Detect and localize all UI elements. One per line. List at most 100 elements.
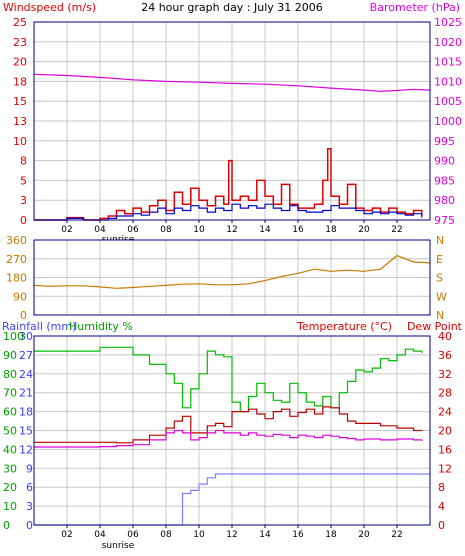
wind-panel-x-tick-label: 02: [61, 225, 72, 235]
temperature-tick-label: 28: [438, 387, 452, 400]
windspeed-tick-label: 3: [20, 194, 27, 207]
humidity-line: [34, 346, 423, 413]
humidity-tick-label: 50: [3, 425, 17, 438]
climate-panel-x-tick-label: 02: [61, 530, 72, 540]
temperature-tick-label: 36: [438, 349, 452, 362]
barometer-tick-label: 1015: [434, 56, 462, 69]
climate-panel-x-tick-label: 12: [226, 530, 237, 540]
humidity-tick-label: 30: [3, 462, 17, 475]
windspeed-tick-label: 23: [13, 36, 27, 49]
direction-compass-tick-label: E: [436, 253, 443, 266]
direction-degrees-tick-label: 90: [13, 290, 27, 303]
wind-panel-x-tick-label: 16: [292, 225, 304, 235]
rainfall-tick-label: 21: [19, 387, 33, 400]
barometer-axis-label: Barometer (hPa): [370, 1, 460, 14]
climate-panel-x-tick-label: 18: [325, 530, 337, 540]
windspeed-tick-label: 20: [13, 56, 27, 69]
windspeed-axis-label: Windspeed (m/s): [3, 1, 96, 14]
temperature-tick-label: 0: [438, 519, 445, 532]
temperature-axis-label: Temperature (°C): [296, 320, 392, 333]
temperature-tick-label: 12: [438, 462, 452, 475]
humidity-tick-label: 20: [3, 481, 17, 494]
wind-direction-line: [33, 254, 431, 289]
barometer-tick-label: 1020: [434, 36, 462, 49]
humidity-tick-label: 80: [3, 368, 17, 381]
rainfall-tick-label: 15: [19, 425, 33, 438]
rainfall-axis-label: Rainfall (mm): [2, 320, 76, 333]
climate-panel-x-tick-label: 06: [127, 530, 139, 540]
direction-degrees-tick-label: 0: [20, 309, 27, 322]
rainfall-tick-label: 9: [26, 462, 33, 475]
climate-panel-x-tick-label: 22: [391, 530, 402, 540]
chart-panels: 0358101315182023259759809859909951000100…: [3, 16, 462, 551]
humidity-tick-label: 40: [3, 443, 17, 456]
rainfall-tick-label: 24: [19, 368, 33, 381]
direction-compass-tick-label: N: [436, 309, 444, 322]
climate-panel-x-tick-label: 20: [358, 530, 370, 540]
wind-panel-x-tick-label: 10: [193, 225, 205, 235]
wind-panel-x-tick-label: 06: [127, 225, 139, 235]
humidity-tick-label: 60: [3, 406, 17, 419]
barometer-tick-label: 985: [434, 174, 455, 187]
barometer-tick-label: 990: [434, 155, 455, 168]
direction-compass-tick-label: N: [436, 234, 444, 247]
rainfall-tick-label: 12: [19, 443, 33, 456]
temperature-tick-label: 4: [438, 500, 445, 513]
windspeed-tick-label: 8: [20, 155, 27, 168]
barometer-tick-label: 1010: [434, 75, 462, 88]
temperature-tick-label: 24: [438, 406, 452, 419]
windspeed-tick-label: 13: [13, 115, 27, 128]
windspeed-tick-label: 5: [20, 174, 27, 187]
barometer-tick-label: 1005: [434, 95, 462, 108]
wind-panel-x-tick-label: 08: [160, 225, 172, 235]
climate-panel-x-tick-label: 08: [160, 530, 172, 540]
rainfall-tick-label: 18: [19, 406, 33, 419]
barometer-tick-label: 980: [434, 194, 455, 207]
rainfall-tick-label: 3: [26, 500, 33, 513]
direction-panel-frame: [33, 239, 431, 316]
windspeed-tick-label: 15: [13, 95, 27, 108]
direction-degrees-tick-label: 360: [6, 234, 27, 247]
climate-panel-x-tick-label: 16: [292, 530, 304, 540]
wind-average-line: [34, 203, 423, 221]
direction-degrees-tick-label: 270: [6, 253, 27, 266]
humidity-tick-label: 100: [3, 330, 24, 343]
temperature-tick-label: 40: [438, 330, 452, 343]
temperature-tick-label: 8: [438, 481, 445, 494]
rainfall-tick-label: 30: [19, 330, 33, 343]
barometer-tick-label: 1000: [434, 115, 462, 128]
direction-compass-tick-label: S: [436, 272, 443, 285]
climate-panel-x-tick-label: 14: [259, 530, 271, 540]
humidity-axis-label: Humidity %: [69, 320, 133, 333]
barometer-tick-label: 975: [434, 214, 455, 227]
climate-panel-x-tick-label: 04: [94, 530, 106, 540]
humidity-tick-label: 70: [3, 387, 17, 400]
chart-title: 24 hour graph day : July 31 2006: [141, 1, 323, 14]
wind-panel-x-tick-label: 22: [391, 225, 402, 235]
sunrise-label-bottom: sunrise: [102, 541, 135, 551]
dewpoint-axis-label: Dew Point: [407, 320, 463, 333]
rainfall-tick-label: 6: [26, 481, 33, 494]
barometer-tick-label: 995: [434, 135, 455, 148]
barometer-tick-label: 1025: [434, 16, 462, 29]
windspeed-tick-label: 25: [13, 16, 27, 29]
wind-gust-line: [34, 147, 423, 221]
rainfall-tick-label: 27: [19, 349, 33, 362]
temperature-tick-label: 16: [438, 443, 452, 456]
windspeed-tick-label: 0: [20, 214, 27, 227]
wind-panel-x-tick-label: 12: [226, 225, 237, 235]
direction-compass-tick-label: W: [436, 290, 447, 303]
humidity-tick-label: 10: [3, 500, 17, 513]
windspeed-tick-label: 10: [13, 135, 27, 148]
direction-degrees-tick-label: 180: [6, 272, 27, 285]
wind-panel-x-tick-label: 18: [325, 225, 337, 235]
wind-panel-x-tick-label: 14: [259, 225, 271, 235]
wind-panel-x-tick-label: 04: [94, 225, 106, 235]
windspeed-tick-label: 18: [13, 75, 27, 88]
humidity-tick-label: 0: [3, 519, 10, 532]
rainfall-tick-label: 0: [26, 519, 33, 532]
wind-panel-x-tick-label: 20: [358, 225, 370, 235]
humidity-tick-label: 90: [3, 349, 17, 362]
temperature-tick-label: 32: [438, 368, 452, 381]
